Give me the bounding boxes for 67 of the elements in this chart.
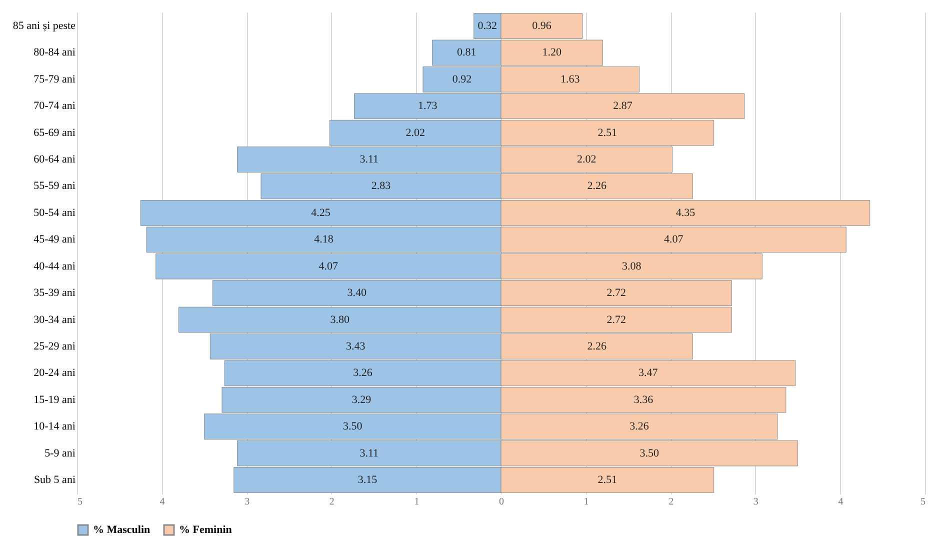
data-label: 4.25: [311, 206, 331, 219]
x-tick-label: 1: [414, 496, 420, 508]
x-tick-label: 4: [160, 496, 165, 508]
data-label: 0.81: [457, 46, 476, 59]
x-tick-label: 2: [329, 496, 334, 508]
data-label: 4.07: [664, 234, 684, 246]
legend-label: % Feminin: [179, 524, 232, 536]
data-label: 2.26: [587, 180, 607, 192]
data-label: 3.08: [622, 260, 642, 272]
legend-label: % Masculin: [93, 524, 150, 536]
y-tick-label: 5-9 ani: [44, 447, 76, 460]
y-tick-label: 70-74 ani: [34, 100, 76, 112]
data-label: 3.80: [330, 314, 350, 326]
y-tick-label: 80-84 ani: [34, 46, 76, 59]
x-tick-label: 5: [920, 496, 926, 508]
y-tick-label: 60-64 ani: [34, 154, 76, 166]
y-tick-label: 25-29 ani: [34, 340, 76, 352]
y-tick-label: 30-34 ani: [34, 314, 76, 326]
data-label: 0.96: [532, 20, 552, 32]
data-label: 1.63: [560, 73, 580, 86]
y-tick-label: 55-59 ani: [34, 180, 76, 192]
y-tick-label: 10-14 ani: [34, 420, 76, 433]
x-tick-label: 3: [753, 496, 758, 508]
data-label: 2.51: [598, 474, 618, 486]
x-tick-label: 2: [668, 496, 674, 508]
data-label: 2.02: [406, 126, 425, 139]
data-label: 0.92: [452, 73, 472, 86]
y-tick-label: 85 ani și peste: [12, 20, 76, 32]
x-tick-label: 1: [584, 496, 589, 508]
data-label: 3.26: [630, 420, 650, 433]
data-label: 4.35: [676, 206, 696, 219]
data-label: 3.40: [347, 287, 367, 300]
data-label: 3.43: [346, 340, 366, 352]
data-label: 2.02: [577, 154, 596, 166]
data-label: 2.51: [598, 126, 618, 139]
y-tick-label: 40-44 ani: [34, 260, 76, 272]
data-label: 2.26: [587, 340, 607, 352]
data-label: 3.11: [360, 447, 379, 460]
y-tick-label: 20-24 ani: [34, 367, 76, 380]
data-label: 3.36: [634, 394, 654, 406]
data-label: 2.83: [371, 180, 392, 192]
y-tick-label: 15-19 ani: [34, 394, 76, 406]
data-label: 4.07: [318, 260, 339, 272]
data-label: 0.32: [478, 20, 498, 32]
x-tick-label: 3: [244, 496, 250, 508]
data-label: 3.11: [360, 154, 379, 166]
data-label: 3.50: [640, 447, 660, 460]
x-tick-label: 0: [499, 496, 504, 508]
data-label: 3.50: [342, 420, 363, 433]
data-label: 3.29: [352, 394, 372, 406]
data-label: 2.72: [606, 287, 626, 300]
data-label: 2.72: [606, 314, 626, 326]
y-tick-label: 75-79 ani: [34, 73, 76, 86]
y-tick-label: 50-54 ani: [34, 206, 76, 219]
x-tick-label: 5: [78, 496, 82, 508]
data-label: 3.47: [638, 367, 658, 380]
data-label: 3.15: [358, 474, 378, 486]
y-tick-label: 35-39 ani: [34, 287, 76, 300]
data-label: 2.87: [613, 100, 633, 112]
data-label: 3.26: [353, 367, 373, 380]
y-tick-label: 45-49 ani: [34, 234, 76, 246]
y-tick-label: 65-69 ani: [34, 126, 76, 139]
data-label: 1.73: [418, 100, 438, 112]
y-tick-label: Sub 5 ani: [34, 474, 76, 486]
data-label: 1.20: [542, 46, 562, 59]
x-tick-label: 4: [838, 496, 844, 508]
data-label: 4.18: [314, 234, 334, 246]
